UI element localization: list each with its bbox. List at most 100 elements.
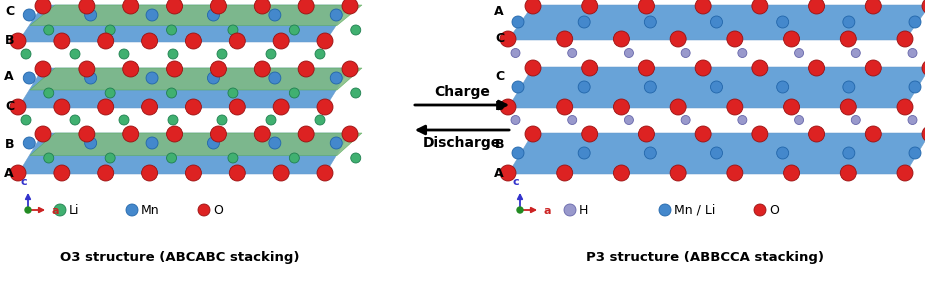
Circle shape — [254, 0, 270, 14]
Circle shape — [752, 60, 768, 76]
Text: C: C — [495, 32, 504, 45]
Circle shape — [198, 204, 210, 216]
Circle shape — [269, 9, 281, 21]
Circle shape — [897, 165, 913, 181]
Circle shape — [710, 16, 722, 28]
Circle shape — [228, 88, 238, 98]
Circle shape — [290, 25, 300, 35]
Circle shape — [98, 165, 114, 181]
Circle shape — [670, 99, 686, 115]
Circle shape — [908, 116, 917, 124]
Circle shape — [681, 116, 690, 124]
Circle shape — [10, 99, 26, 115]
Circle shape — [210, 61, 227, 77]
Circle shape — [865, 0, 882, 14]
Circle shape — [710, 81, 722, 93]
Circle shape — [525, 0, 541, 14]
Polygon shape — [508, 133, 925, 174]
Circle shape — [512, 16, 524, 28]
Circle shape — [624, 116, 634, 124]
Circle shape — [897, 31, 913, 47]
Circle shape — [511, 116, 520, 124]
Circle shape — [582, 0, 598, 14]
Text: Li: Li — [69, 204, 80, 217]
Circle shape — [298, 61, 315, 77]
Circle shape — [168, 49, 178, 59]
Circle shape — [98, 33, 114, 49]
Circle shape — [843, 81, 855, 93]
Circle shape — [330, 137, 342, 149]
Circle shape — [613, 165, 629, 181]
Circle shape — [105, 153, 115, 163]
Polygon shape — [18, 133, 350, 174]
Circle shape — [525, 60, 541, 76]
Circle shape — [35, 61, 51, 77]
Circle shape — [752, 126, 768, 142]
Text: B: B — [5, 34, 14, 47]
Circle shape — [578, 147, 590, 159]
Circle shape — [290, 88, 300, 98]
Circle shape — [727, 165, 743, 181]
Circle shape — [613, 99, 629, 115]
Text: Mn: Mn — [141, 204, 160, 217]
Circle shape — [351, 153, 361, 163]
Circle shape — [273, 165, 290, 181]
Circle shape — [207, 72, 219, 84]
Polygon shape — [18, 5, 350, 42]
Circle shape — [840, 31, 857, 47]
Circle shape — [330, 72, 342, 84]
Circle shape — [317, 165, 333, 181]
Circle shape — [43, 25, 54, 35]
Circle shape — [105, 88, 115, 98]
Circle shape — [613, 31, 629, 47]
Circle shape — [10, 165, 26, 181]
Circle shape — [317, 99, 333, 115]
Circle shape — [266, 115, 276, 125]
Text: B: B — [495, 138, 504, 151]
Text: C: C — [495, 70, 504, 83]
Circle shape — [681, 49, 690, 58]
Circle shape — [43, 153, 54, 163]
Circle shape — [54, 165, 70, 181]
Polygon shape — [18, 68, 350, 108]
Circle shape — [670, 31, 686, 47]
Circle shape — [851, 116, 860, 124]
Polygon shape — [30, 68, 362, 90]
Circle shape — [166, 88, 177, 98]
Text: c: c — [512, 177, 519, 187]
Text: B: B — [495, 100, 504, 113]
Circle shape — [351, 25, 361, 35]
Circle shape — [85, 137, 96, 149]
Circle shape — [79, 0, 95, 14]
Text: O: O — [213, 204, 223, 217]
Circle shape — [696, 60, 711, 76]
Circle shape — [638, 126, 654, 142]
Circle shape — [146, 9, 158, 21]
Circle shape — [207, 137, 219, 149]
Circle shape — [582, 60, 598, 76]
Circle shape — [21, 115, 31, 125]
Circle shape — [273, 99, 290, 115]
Circle shape — [922, 126, 925, 142]
Circle shape — [229, 33, 245, 49]
Circle shape — [85, 72, 96, 84]
Circle shape — [840, 99, 857, 115]
Circle shape — [166, 126, 182, 142]
Circle shape — [710, 147, 722, 159]
Circle shape — [123, 61, 139, 77]
Circle shape — [851, 49, 860, 58]
Circle shape — [98, 99, 114, 115]
Text: O3 structure (ABCABC stacking): O3 structure (ABCABC stacking) — [60, 252, 300, 265]
Text: Discharge: Discharge — [423, 136, 501, 150]
Circle shape — [843, 16, 855, 28]
Circle shape — [670, 165, 686, 181]
Circle shape — [10, 33, 26, 49]
Circle shape — [843, 147, 855, 159]
Circle shape — [909, 81, 921, 93]
Circle shape — [23, 9, 35, 21]
Circle shape — [909, 16, 921, 28]
Circle shape — [168, 115, 178, 125]
Circle shape — [645, 81, 657, 93]
Circle shape — [922, 0, 925, 14]
Circle shape — [808, 126, 824, 142]
